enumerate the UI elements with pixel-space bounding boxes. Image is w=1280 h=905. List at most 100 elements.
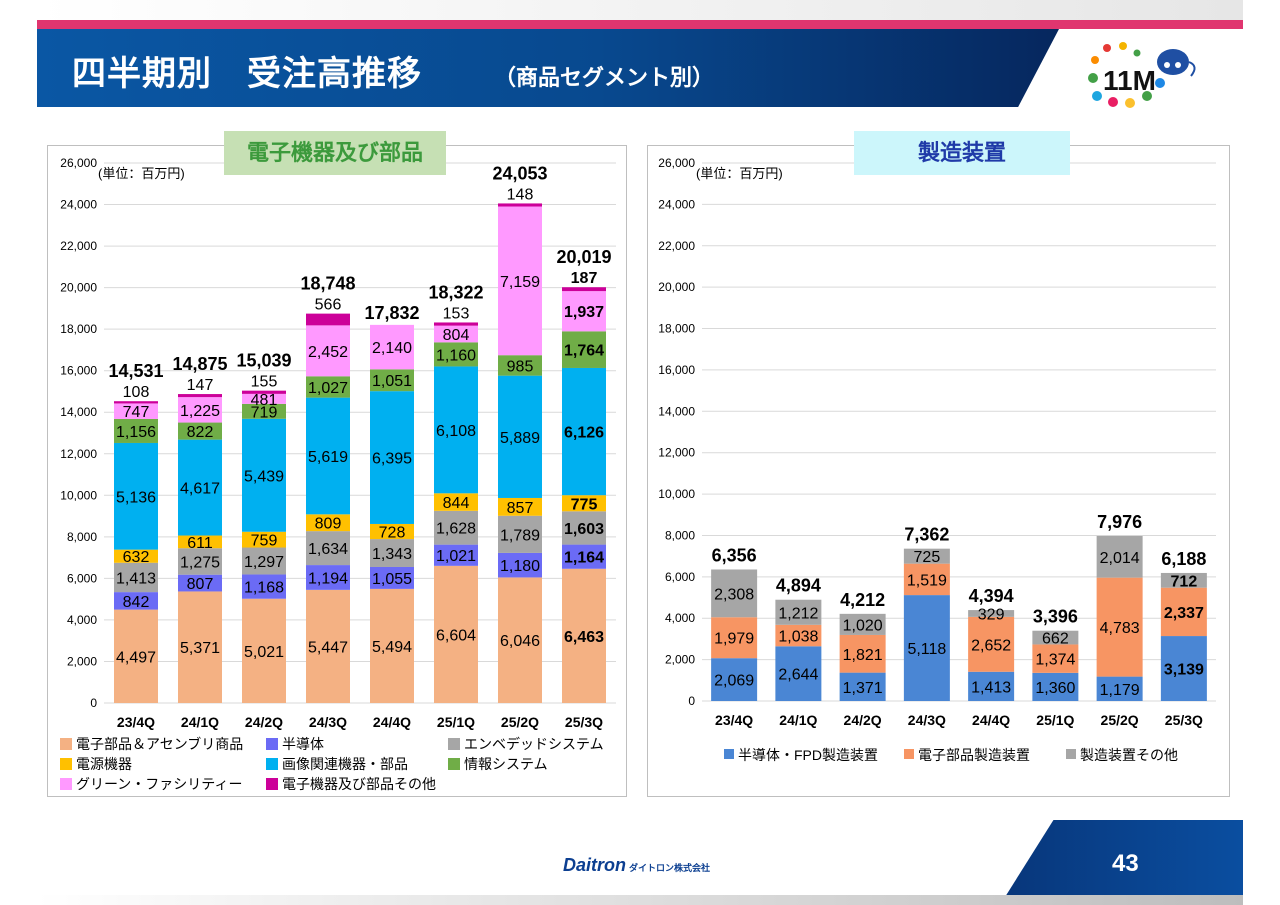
company-name-jp: ダイトロン株式会社 — [629, 863, 711, 873]
y-tick-label: 24,000 — [60, 198, 97, 212]
legend-label: 電子部品＆アセンブリ商品 — [76, 736, 243, 752]
bar-segment — [903, 595, 950, 701]
data-label: 775 — [571, 496, 598, 513]
bar-segment — [370, 391, 414, 524]
y-tick-label: 10,000 — [60, 488, 97, 502]
total-label: 14,531 — [108, 361, 163, 381]
bar-segment — [114, 401, 158, 404]
logo-dot — [1108, 97, 1118, 107]
data-label: 481 — [251, 392, 278, 409]
data-label: 1,160 — [436, 347, 476, 364]
bar-segment — [242, 393, 286, 404]
bar-segment — [370, 588, 414, 703]
data-label: 5,439 — [244, 468, 284, 485]
bar-segment — [1096, 535, 1143, 578]
total-label: 14,875 — [172, 354, 227, 374]
bar-segment — [498, 375, 542, 498]
legend-swatch — [60, 778, 72, 790]
bar-segment — [434, 366, 478, 494]
x-tick-label: 25/3Q — [1165, 712, 1203, 728]
data-label: 5,021 — [244, 644, 284, 661]
bar-segment — [306, 376, 350, 398]
bar-segment — [711, 658, 758, 701]
company-logo: Daitron ダイトロン株式会社 — [563, 855, 710, 876]
data-label: 5,371 — [180, 640, 220, 657]
bar-segment — [114, 418, 158, 443]
legend-label: 半導体・FPD製造装置 — [738, 747, 878, 763]
x-tick-label: 24/2Q — [844, 712, 882, 728]
total-label: 7,362 — [904, 525, 949, 545]
y-tick-label: 18,000 — [658, 322, 695, 336]
data-label: 147 — [187, 377, 214, 394]
bar-segment — [1160, 572, 1207, 588]
data-label: 2,014 — [1100, 550, 1140, 567]
y-tick-label: 2,000 — [67, 654, 97, 668]
data-label: 662 — [1042, 631, 1069, 648]
y-tick-label: 16,000 — [658, 363, 695, 377]
bar-segment — [434, 325, 478, 343]
legend-swatch — [724, 749, 734, 759]
data-label: 6,126 — [564, 425, 604, 442]
data-label: 728 — [379, 525, 406, 542]
bar-segment — [242, 531, 286, 548]
data-label: 1,343 — [372, 546, 412, 563]
data-label: 1,519 — [907, 572, 947, 589]
bar-segment — [306, 531, 350, 566]
y-tick-label: 4,000 — [665, 611, 695, 625]
equipment-chart-title: 製造装置 — [854, 131, 1070, 175]
page-title: 四半期別 受注高推移 — [72, 55, 422, 93]
data-label: 807 — [187, 576, 214, 593]
x-tick-label: 24/2Q — [245, 714, 283, 730]
y-tick-label: 14,000 — [60, 405, 97, 419]
data-label: 2,140 — [372, 340, 412, 357]
bar-segment — [114, 592, 158, 610]
data-label: 1,979 — [714, 631, 754, 648]
data-label: 5,447 — [308, 639, 348, 656]
data-label: 611 — [187, 535, 213, 552]
mascot-icon — [1157, 49, 1189, 75]
data-label: 3,139 — [1164, 662, 1204, 679]
bar-segment — [562, 291, 606, 332]
data-label: 1,764 — [564, 343, 604, 360]
data-label: 6,463 — [564, 629, 604, 646]
data-label: 108 — [123, 384, 150, 401]
bar-segment — [434, 510, 478, 545]
total-label: 4,212 — [840, 590, 885, 610]
bar-segment — [562, 568, 606, 703]
bar-segment — [114, 562, 158, 593]
total-label: 3,396 — [1033, 607, 1078, 627]
legend-swatch — [448, 758, 460, 770]
company-brand: Daitron — [563, 855, 626, 875]
bar-segment — [903, 548, 950, 564]
mascot-eye — [1164, 62, 1170, 68]
bar-segment — [306, 397, 350, 515]
data-label: 6,604 — [436, 627, 476, 644]
page-subtitle: （商品セグメント別） — [494, 65, 715, 90]
legend-swatch — [266, 778, 278, 790]
x-tick-label: 24/3Q — [908, 712, 946, 728]
data-label: 1,051 — [372, 373, 412, 390]
bar-segment — [775, 624, 822, 647]
legend-swatch — [266, 758, 278, 770]
bar-segment — [498, 355, 542, 376]
data-label: 1,164 — [564, 550, 604, 567]
total-label: 17,832 — [364, 303, 419, 323]
bar-segment — [434, 322, 478, 326]
data-label: 2,652 — [971, 637, 1011, 654]
data-label: 1,055 — [372, 571, 412, 588]
equipment-chart-panel: 0 2,000 4,000 6,000 8,000 10,000 12,000 14,000 1… — [647, 145, 1230, 797]
data-label: 4,783 — [1100, 620, 1140, 637]
y-tick-label: 12,000 — [658, 446, 695, 460]
y-tick-label: 26,000 — [60, 156, 97, 170]
legend-label: グリーン・ファシリティー — [76, 776, 242, 792]
data-label: 4,497 — [116, 649, 156, 666]
data-label: 1,179 — [1100, 682, 1140, 699]
bar-segment — [242, 547, 286, 575]
data-label: 822 — [187, 424, 214, 441]
data-label: 1,212 — [778, 605, 818, 622]
bar-segment — [1032, 630, 1079, 645]
total-label: 4,894 — [776, 576, 821, 596]
data-label: 747 — [123, 404, 150, 421]
bar-segment — [562, 511, 606, 545]
bar-segment — [178, 394, 222, 398]
